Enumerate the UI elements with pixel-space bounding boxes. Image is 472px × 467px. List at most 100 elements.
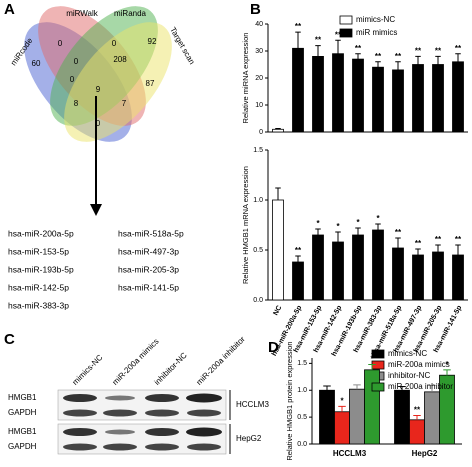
panel-label: B <box>250 1 261 18</box>
lane-label: miR-200a inhibitor <box>195 334 248 387</box>
significance: * <box>316 219 320 228</box>
band <box>105 429 135 435</box>
bar <box>452 254 464 301</box>
y-tick-label: 40 <box>255 21 263 28</box>
venn-set <box>64 22 172 142</box>
error-bar <box>443 369 451 376</box>
error-bar <box>355 227 361 235</box>
legend-label: miR-200a inhibitor <box>388 382 453 391</box>
panel-label: A <box>4 1 15 18</box>
legend-label: inhibitor-NC <box>388 371 430 380</box>
x-tick-label: HepG2 <box>412 449 438 458</box>
mirna-name: hsa-miR-142-5p <box>8 282 69 292</box>
arrow-head <box>90 204 102 216</box>
significance: * <box>340 396 344 405</box>
error-bar <box>275 127 281 130</box>
venn-count: 8 <box>74 99 79 108</box>
bar <box>424 391 440 445</box>
bar <box>334 411 350 445</box>
band <box>63 443 97 451</box>
significance: ** <box>375 52 382 61</box>
lane-label: inhibitor-NC <box>153 351 189 387</box>
y-tick-label: 10 <box>255 102 263 109</box>
band <box>63 428 97 436</box>
y-tick-label: 30 <box>255 48 263 55</box>
bar <box>409 419 425 445</box>
panel-label: C <box>4 331 15 348</box>
error-bar <box>375 61 381 68</box>
legend-swatch <box>339 15 353 25</box>
venn-set-label: miRanda <box>114 9 147 18</box>
error-bar <box>295 255 301 262</box>
x-tick-label: HCCLM3 <box>333 449 367 458</box>
bar <box>392 69 404 133</box>
significance: * <box>336 222 340 231</box>
error-bar <box>315 45 321 57</box>
y-axis-label: Relative miRNA expression <box>241 33 250 124</box>
mirna-name: hsa-miR-193b-5p <box>8 264 74 274</box>
error-bar <box>455 53 461 62</box>
error-bar <box>353 384 361 390</box>
error-bar <box>275 187 281 200</box>
error-bar <box>413 415 421 420</box>
error-bar <box>398 385 406 391</box>
y-tick-label: 0.0 <box>297 441 307 448</box>
significance: ** <box>414 406 421 415</box>
mirna-name: hsa-miR-497-3p <box>118 246 179 256</box>
mirna-name: hsa-miR-200a-5p <box>8 228 74 238</box>
venn-count: 0 <box>112 39 117 48</box>
error-bar <box>395 237 401 248</box>
row-label: HMGB1 <box>8 393 37 402</box>
bar <box>364 369 380 445</box>
lane-label: mimics-NC <box>71 353 105 387</box>
error-bar <box>355 53 361 60</box>
venn-set-label: miRWalk <box>66 9 99 18</box>
band <box>187 443 221 451</box>
significance: * <box>376 214 380 223</box>
venn-count: 92 <box>148 37 157 46</box>
band <box>145 443 179 451</box>
y-tick-label: 0.5 <box>253 247 263 254</box>
y-tick-label: 0.0 <box>253 297 263 304</box>
band <box>63 409 97 417</box>
venn-count: 7 <box>122 99 127 108</box>
error-bar <box>435 55 441 65</box>
error-bar <box>375 223 381 230</box>
bar <box>352 234 364 301</box>
bar <box>372 66 384 133</box>
legend-swatch <box>371 360 385 370</box>
band <box>186 427 222 437</box>
bar <box>452 61 464 133</box>
error-bar <box>428 384 436 392</box>
significance: ** <box>395 52 402 61</box>
error-bar <box>323 385 331 391</box>
significance: ** <box>415 47 422 56</box>
band <box>145 409 179 417</box>
error-bar <box>315 228 321 235</box>
panel-label: D <box>268 339 279 356</box>
bar <box>319 389 335 445</box>
band <box>103 409 137 417</box>
significance: ** <box>455 235 462 244</box>
bar <box>392 247 404 301</box>
band <box>186 393 222 403</box>
significance: * <box>445 360 449 369</box>
venn-count: 0 <box>96 119 101 128</box>
error-bar <box>415 55 421 65</box>
error-bar <box>455 244 461 255</box>
x-tick-label: NC <box>272 305 283 317</box>
bar <box>412 64 424 133</box>
significance: ** <box>395 228 402 237</box>
bar <box>432 251 444 301</box>
error-bar <box>368 363 376 370</box>
error-bar <box>435 244 441 252</box>
significance: ** <box>295 246 302 255</box>
venn-count: 9 <box>96 85 101 94</box>
error-bar <box>295 31 301 49</box>
legend-swatch <box>371 382 385 392</box>
significance: ** <box>315 36 322 45</box>
bar <box>372 229 384 301</box>
bar <box>272 199 284 301</box>
bar <box>332 241 344 301</box>
venn-count: 0 <box>70 75 75 84</box>
